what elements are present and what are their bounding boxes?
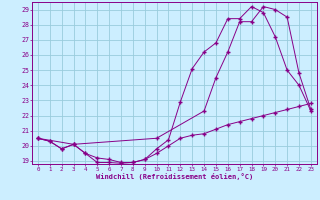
X-axis label: Windchill (Refroidissement éolien,°C): Windchill (Refroidissement éolien,°C) <box>96 173 253 180</box>
